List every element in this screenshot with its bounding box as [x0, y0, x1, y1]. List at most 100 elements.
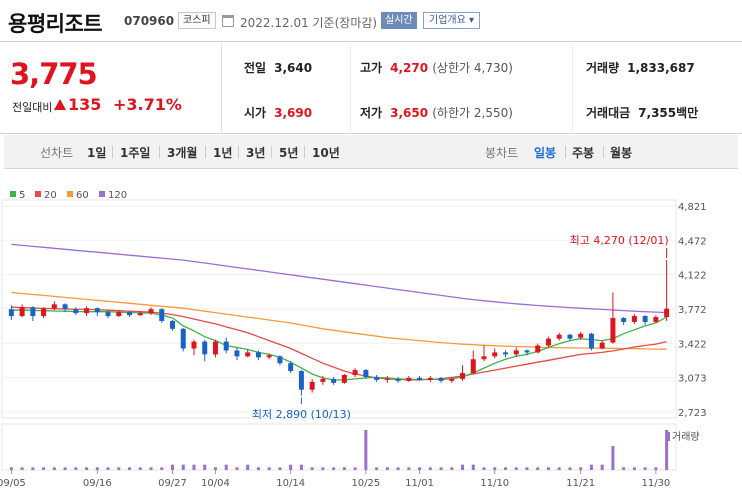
candle-body: [19, 307, 25, 317]
candle-body: [298, 371, 304, 390]
y-tick-label: 2,723: [678, 408, 707, 419]
candle-body: [610, 318, 616, 343]
candle-body: [234, 350, 240, 357]
candle-body: [503, 352, 508, 355]
low-annotation: 최저 2,890 (10/13): [252, 408, 351, 421]
company-info-dropdown[interactable]: 기업개요 ▾: [423, 12, 481, 29]
volume-bar: [74, 467, 78, 470]
line-chart-label: 선차트: [40, 146, 74, 160]
volume-bar: [256, 467, 260, 470]
volume-bar: [622, 467, 626, 470]
ma60-line: [11, 291, 667, 350]
x-tick-label: 09/16: [83, 478, 112, 489]
prev-close-label: 전일: [244, 61, 267, 75]
candle-body: [148, 309, 154, 314]
volume-bar: [181, 464, 185, 470]
quote-date: 2022.12.01 기준(장마감): [240, 16, 378, 30]
open-label: 시가: [244, 106, 267, 120]
prev-close-cell: 전일 3,640: [244, 59, 312, 76]
candle-body: [470, 359, 476, 374]
tab-monthly[interactable]: 월봉: [610, 146, 633, 160]
low-label: 저가: [360, 106, 383, 120]
volume-bar: [514, 467, 518, 470]
volume-bar: [203, 464, 207, 470]
candle-body: [73, 309, 79, 314]
change-row: 135 +3.71%: [54, 95, 182, 114]
y-tick-label: 3,772: [678, 305, 707, 316]
prev-close-value: 3,640: [274, 61, 313, 75]
candle-body: [374, 376, 380, 380]
candle-body: [320, 378, 326, 382]
volume-bar: [278, 467, 282, 470]
tab-weekly[interactable]: 주봉: [572, 146, 595, 160]
candle-body: [8, 309, 14, 317]
realtime-button[interactable]: 실시간: [381, 12, 417, 29]
volume-bar: [310, 467, 314, 470]
candle-body: [137, 313, 143, 316]
open-cell: 시가 3,690: [244, 104, 312, 121]
tab-daily[interactable]: 일봉: [534, 146, 557, 160]
tab-divider: [271, 146, 272, 158]
candle-body: [363, 370, 369, 377]
candle-body: [631, 316, 637, 322]
volume-legend-label: 거래량: [672, 431, 700, 443]
volume-bar: [128, 467, 132, 470]
ma20-line: [11, 306, 667, 381]
tab-divider: [238, 146, 239, 158]
candle-body: [460, 373, 466, 379]
legend-swatch: [10, 191, 16, 197]
chart-period-tabs: 선차트 1일 1주일 3개월 1년 3년 5년 10년 봉차트 일봉 주봉 월봉: [4, 135, 738, 169]
stock-header: 용평리조트 070960 코스피 2022.12.01 기준(장마감) 실시간 …: [0, 0, 742, 42]
tab-10year[interactable]: 10년: [312, 146, 340, 160]
volume-bar: [461, 464, 465, 470]
y-tick-label: 4,821: [678, 202, 707, 213]
high-label: 고가: [360, 61, 383, 75]
candle-body: [642, 316, 648, 322]
volume-bar: [267, 467, 271, 470]
candlestick-chart[interactable]: 5 20 60 120 최고 4,270 (12/01) 최저 2,890 (10/13…: [0, 170, 742, 496]
volume-bar: [471, 464, 475, 470]
tab-1day[interactable]: 1일: [87, 146, 107, 160]
tab-1week[interactable]: 1주일: [120, 146, 151, 160]
volume-bar: [224, 464, 228, 470]
volume-bar: [557, 467, 561, 470]
divider: [572, 43, 573, 134]
legend-label: 60: [76, 190, 89, 201]
tab-3year[interactable]: 3년: [246, 146, 266, 160]
change-label: 전일대비: [12, 101, 53, 114]
volume-bar: [138, 467, 142, 470]
volume-bar: [385, 467, 389, 470]
y-tick-label: 4,122: [678, 271, 707, 282]
chart-legend: 5 20 60 120: [10, 190, 127, 201]
legend-swatch: [99, 191, 105, 197]
volume-label: 거래량: [586, 61, 620, 75]
candle-body: [513, 350, 519, 355]
candle-body: [588, 333, 594, 349]
tab-3month[interactable]: 3개월: [167, 146, 198, 160]
tab-1year[interactable]: 1년: [213, 146, 233, 160]
volume-bar: [428, 467, 432, 470]
stock-name: 용평리조트: [8, 12, 103, 36]
trade-value: 7,355: [638, 106, 677, 120]
volume-bar: [289, 464, 293, 470]
y-tick-label: 4,472: [678, 236, 707, 247]
candle-body: [384, 378, 390, 380]
candle-body: [309, 381, 315, 390]
volume-bar: [332, 467, 336, 470]
candle-body: [288, 363, 294, 372]
axes: 4,821 4,472 4,122 3,772 3,422 3,073 2,723 09/05…: [0, 202, 707, 489]
x-tick-label: 09/27: [158, 478, 187, 489]
volume-cell: 거래량 1,833,687: [586, 59, 695, 76]
trade-value-label: 거래대금: [586, 106, 631, 120]
volume-legend-swatch: [668, 432, 670, 441]
volume-bar: [235, 467, 239, 470]
trade-value-cell: 거래대금 7,355백만: [586, 104, 698, 121]
tab-5year[interactable]: 5년: [279, 146, 299, 160]
calendar-icon: [222, 15, 234, 27]
candle-body: [191, 341, 197, 349]
candle-body: [524, 350, 530, 353]
candle-body: [245, 352, 251, 357]
volume-bar: [396, 467, 400, 470]
candle-body: [202, 341, 208, 355]
volume-bar: [482, 467, 486, 470]
